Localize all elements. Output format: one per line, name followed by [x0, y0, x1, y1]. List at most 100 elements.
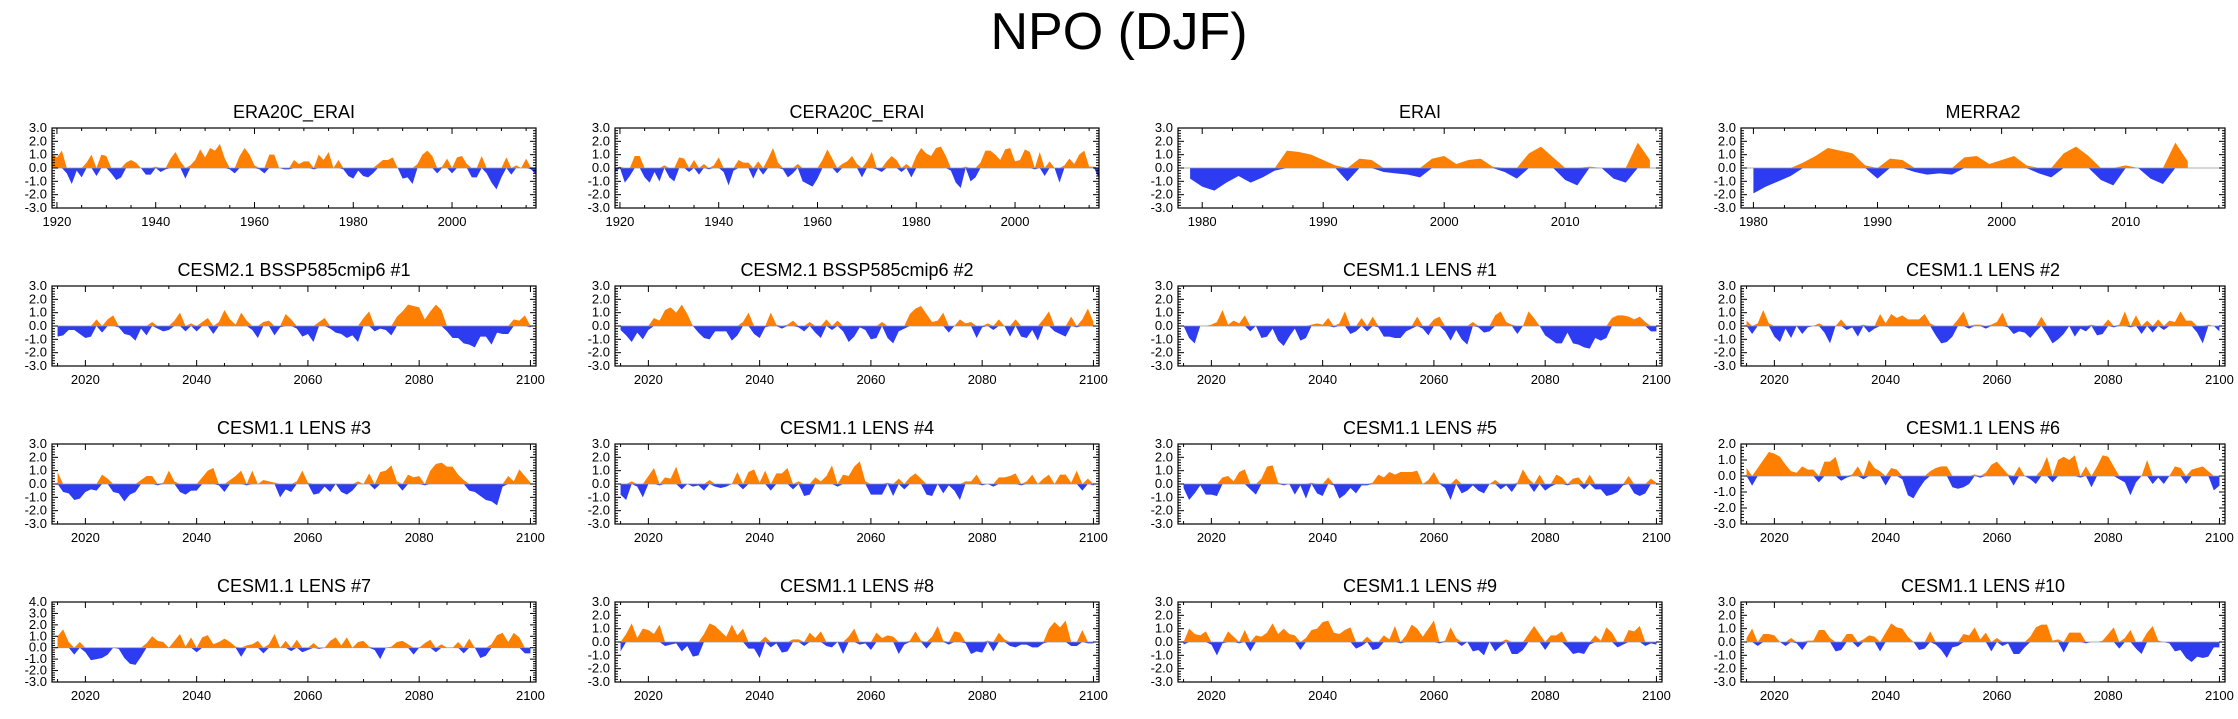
- y-tick-label: 1.0: [1718, 305, 1736, 320]
- y-tick-label: 0.0: [1155, 476, 1173, 491]
- y-tick-label: -3.0: [25, 358, 47, 373]
- x-tick-label: 2020: [71, 688, 100, 703]
- y-tick-label: -3.0: [1714, 674, 1736, 689]
- x-tick-label: 2040: [182, 372, 211, 387]
- panel-15: CESM1.1 LENS #9 3.02.01.00.0-1.0-2.0-3.0 2…: [1151, 576, 1671, 703]
- x-tick-label: 2080: [1531, 372, 1560, 387]
- x-tick-label: 2080: [968, 530, 997, 545]
- y-tick-label: -1.0: [25, 651, 47, 666]
- y-tick-label: -3.0: [1714, 516, 1736, 531]
- panel-11: CESM1.1 LENS #5 3.02.01.00.0-1.0-2.0-3.0 2…: [1151, 418, 1671, 545]
- negative-area: [57, 484, 531, 506]
- y-tick-label: 1.0: [1155, 621, 1173, 636]
- x-tick-label: 2080: [2094, 688, 2123, 703]
- positive-area: [1746, 452, 2220, 476]
- negative-area: [1746, 326, 2220, 344]
- y-tick-label: -3.0: [1714, 358, 1736, 373]
- negative-area: [52, 168, 536, 190]
- x-tick-label: 2000: [1430, 214, 1459, 229]
- x-tick-label: 1980: [902, 214, 931, 229]
- x-tick-label: 2100: [1642, 372, 1671, 387]
- y-tick-label: 3.0: [592, 278, 610, 293]
- negative-area: [620, 326, 1094, 344]
- panel-6: CESM2.1 BSSP585cmip6 #23.02.01.00.0-1.0-…: [588, 260, 1108, 387]
- panel-title: CERA20C_ERAI: [789, 102, 924, 123]
- y-tick-label: 2.0: [1155, 449, 1173, 464]
- y-tick-label: -3.0: [25, 200, 47, 215]
- y-tick-label: -1.0: [588, 173, 610, 188]
- y-tick-label: -3.0: [588, 358, 610, 373]
- y-tick-label: 1.0: [1718, 621, 1736, 636]
- x-tick-label: 2080: [1531, 688, 1560, 703]
- y-tick-label: 3.0: [29, 120, 47, 135]
- x-tick-label: 2020: [1760, 688, 1789, 703]
- x-tick-label: 2020: [71, 372, 100, 387]
- x-tick-label: 2100: [516, 530, 545, 545]
- panel-title: ERA20C_ERAI: [233, 102, 355, 123]
- y-tick-label: -3.0: [1151, 200, 1173, 215]
- y-tick-label: -2.0: [588, 187, 610, 202]
- panel-title: CESM2.1 BSSP585cmip6 #2: [740, 260, 973, 280]
- y-tick-label: -2.0: [1151, 661, 1173, 676]
- positive-area: [1183, 310, 1657, 326]
- y-tick-label: 2.0: [1718, 607, 1736, 622]
- x-tick-label: 1980: [1739, 214, 1768, 229]
- y-tick-label: 1.0: [592, 463, 610, 478]
- y-tick-label: -3.0: [25, 674, 47, 689]
- x-tick-label: 2100: [516, 688, 545, 703]
- x-tick-label: 2080: [405, 530, 434, 545]
- x-tick-label: 2020: [1197, 688, 1226, 703]
- y-tick-label: 3.0: [1718, 594, 1736, 609]
- x-tick-label: 2040: [1871, 372, 1900, 387]
- plot-frame: [51, 601, 537, 683]
- x-tick-label: 2020: [634, 688, 663, 703]
- x-tick-label: 2080: [968, 688, 997, 703]
- x-tick-label: 2010: [1551, 214, 1580, 229]
- y-tick-label: -1.0: [1714, 331, 1736, 346]
- x-tick-label: 2060: [1419, 530, 1448, 545]
- x-tick-label: 2060: [856, 530, 885, 545]
- y-tick-label: 0.0: [592, 318, 610, 333]
- y-tick-label: -1.0: [1714, 173, 1736, 188]
- x-tick-label: 2060: [1982, 688, 2011, 703]
- y-tick-label: 1.0: [29, 463, 47, 478]
- x-tick-label: 2060: [856, 688, 885, 703]
- y-tick-label: -1.0: [588, 331, 610, 346]
- y-tick-label: -3.0: [1714, 200, 1736, 215]
- x-tick-label: 2000: [438, 214, 467, 229]
- panel-title: CESM1.1 LENS #7: [217, 576, 371, 596]
- x-tick-label: 1980: [1188, 214, 1217, 229]
- positive-area: [1746, 623, 2220, 642]
- x-tick-label: 2080: [968, 372, 997, 387]
- x-tick-label: 2100: [1079, 372, 1108, 387]
- negative-area: [1746, 642, 2220, 662]
- x-tick-label: 2040: [745, 530, 774, 545]
- y-tick-label: -3.0: [588, 516, 610, 531]
- positive-area: [57, 629, 531, 648]
- positive-area: [1746, 310, 2220, 326]
- x-tick-label: 1990: [1309, 214, 1338, 229]
- y-tick-label: -2.0: [588, 503, 610, 518]
- y-tick-label: 2.0: [29, 617, 47, 632]
- panel-3: ERAI 3.02.01.00.0-1.0-2.0-3.0 1980 1990 2000…: [1151, 102, 1663, 229]
- y-tick-label: -1.0: [1714, 647, 1736, 662]
- y-tick-label: -2.0: [1151, 187, 1173, 202]
- y-tick-label: -3.0: [1151, 358, 1173, 373]
- negative-area: [1753, 168, 2188, 194]
- negative-area: [615, 168, 1099, 188]
- x-tick-label: 2020: [71, 530, 100, 545]
- panel-7: CESM1.1 LENS #1 3.02.01.00.0-1.0-2.0-3.0 2…: [1151, 260, 1671, 387]
- y-tick-label: 1.0: [592, 147, 610, 162]
- positive-area: [1183, 465, 1657, 484]
- y-tick-label: 0.0: [1718, 634, 1736, 649]
- y-tick-label: 0.0: [1718, 318, 1736, 333]
- y-tick-label: -2.0: [1714, 661, 1736, 676]
- x-tick-label: 2100: [1079, 688, 1108, 703]
- positive-area: [57, 462, 531, 484]
- y-tick-label: -2.0: [1714, 345, 1736, 360]
- y-tick-label: -2.0: [25, 503, 47, 518]
- x-tick-label: 2040: [1308, 530, 1337, 545]
- y-tick-label: 2.0: [1155, 133, 1173, 148]
- x-tick-label: 2060: [1982, 530, 2011, 545]
